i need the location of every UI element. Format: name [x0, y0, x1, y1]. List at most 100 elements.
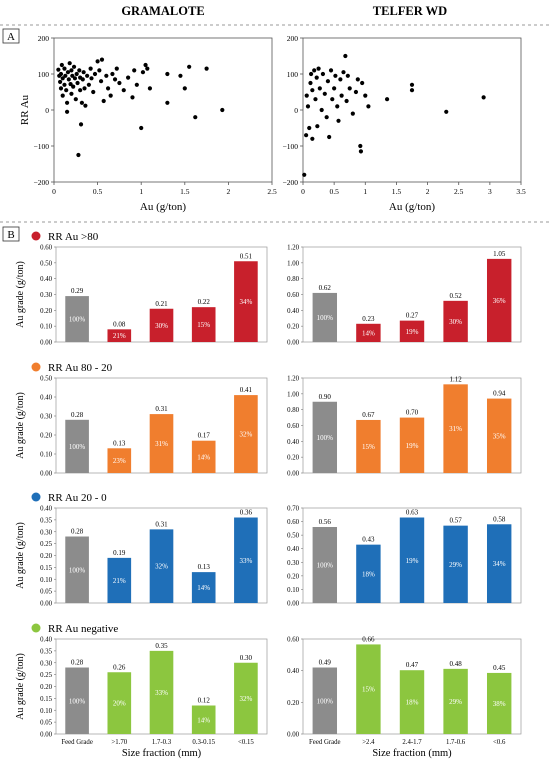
scatter-point: [105, 86, 111, 91]
bar: [399, 670, 425, 734]
bar-t-20-0-group: 0.00 0.10 0.20 0.30 0.40 0.50 0.60 0.70 0.56 100%…: [287, 506, 522, 608]
bar-percent-label: 100%: [317, 314, 334, 322]
bar-value-label: 0.51: [240, 252, 253, 260]
x-axis-label: Au (g/ton): [389, 201, 435, 213]
bar-percent-label: 23%: [113, 457, 126, 465]
x-tick-label: 2.5: [454, 187, 464, 196]
bar: [399, 320, 425, 342]
scatter-point: [104, 73, 109, 78]
scatter-point: [69, 91, 74, 96]
scatter-point: [366, 104, 371, 109]
scatter-point: [165, 71, 170, 77]
bar: [107, 329, 132, 342]
scatter-point: [332, 86, 337, 91]
scatter-point: [64, 109, 70, 114]
bar-percent-label: 30%: [155, 322, 168, 330]
y-tick-label: 0.10: [40, 324, 52, 331]
scatter-point: [78, 122, 84, 127]
bar-value-label: 0.58: [493, 515, 506, 523]
y-tick-label: 200: [38, 34, 50, 43]
scatter-point: [481, 95, 486, 100]
bar-value-label: 0.30: [240, 654, 253, 662]
bar: [312, 292, 338, 342]
bar-percent-label: 15%: [197, 321, 210, 329]
bar-value-label: 0.63: [406, 509, 419, 517]
scatter-point: [79, 100, 85, 105]
scatter-point: [343, 53, 348, 59]
scatter-point: [63, 73, 68, 78]
bar: [356, 419, 381, 473]
scatter-point: [358, 149, 364, 154]
scatter-point: [85, 73, 90, 78]
scatter-point: [112, 77, 118, 82]
scatter-point: [330, 97, 335, 102]
scatter-point: [64, 100, 70, 105]
scatter-point: [304, 133, 309, 138]
bar-percent-label: 15%: [362, 686, 375, 694]
x-tick-label: 1: [363, 187, 367, 196]
bar-percent-label: 14%: [197, 453, 210, 461]
legend-label: RR Au 20 - 0: [48, 492, 107, 504]
bar-value-label: 0.45: [493, 664, 506, 672]
scatter-point: [360, 80, 365, 86]
scatter-point: [78, 88, 83, 93]
legend-label: RR Au 80 - 20: [48, 362, 113, 374]
bar: [107, 672, 132, 734]
scatter-point: [353, 89, 359, 95]
y-tick-label: 0.40: [40, 395, 52, 402]
y-tick-label: 0.00: [287, 340, 299, 347]
bar-value-label: 0.36: [240, 509, 253, 517]
scatter-point: [97, 68, 102, 73]
scatter-point: [339, 93, 344, 98]
bar-value-label: 0.43: [362, 536, 375, 544]
bar-value-label: 0.67: [362, 411, 375, 419]
scatter-point: [350, 111, 355, 116]
y-axis-label: Au grade (g/ton): [15, 392, 26, 459]
bar-percent-label: 19%: [406, 442, 419, 450]
y-tick-label: 0.60: [287, 423, 299, 430]
scatter-point: [355, 77, 360, 82]
bar-percent-label: 34%: [493, 560, 506, 568]
legend-swatch: [31, 623, 41, 633]
col-title-telfer: TELFER WD: [373, 4, 447, 18]
bar-value-label: 0.90: [319, 393, 332, 401]
scatter-point: [73, 97, 78, 102]
x-tick-label: 1.5: [392, 187, 402, 196]
scatter-point: [89, 76, 94, 81]
scatter-point: [108, 93, 113, 98]
scatter-point: [101, 98, 106, 104]
scatter-point: [220, 107, 225, 113]
scatter-point: [69, 68, 74, 73]
bar-percent-label: 100%: [69, 443, 86, 451]
x-axis-label: Size fraction (mm): [122, 748, 202, 759]
x-tick-label: 0.3-0.15: [192, 739, 215, 746]
x-tick-label: 1.5: [180, 187, 190, 196]
bar-value-label: 0.27: [406, 312, 419, 320]
bar: [65, 667, 89, 734]
scatter-point: [130, 95, 135, 100]
y-tick-label: 0.40: [287, 308, 299, 315]
scatter-point: [310, 88, 315, 93]
bar-percent-label: 18%: [362, 570, 375, 578]
scatter-point: [308, 80, 313, 86]
panel-a-box: [2, 28, 20, 44]
bar-value-label: 0.35: [155, 642, 168, 650]
scatter-point: [60, 76, 65, 81]
scatter-point: [71, 64, 77, 69]
bar-t-neg-group: 0.00 0.20 0.40 0.60 0.49 100% Feed Grade 0.66 15…: [287, 635, 522, 759]
y-tick-label: 0.25: [40, 541, 52, 548]
bar-percent-label: 29%: [449, 698, 462, 706]
scatter-point: [145, 66, 150, 71]
scatter-point: [98, 79, 104, 84]
bar: [191, 440, 216, 473]
scatter-point: [182, 86, 187, 91]
x-tick-label: 0.5: [93, 187, 103, 196]
y-tick-label: 0.70: [287, 506, 299, 513]
bar-percent-label: 33%: [239, 557, 252, 565]
bar: [149, 650, 174, 734]
bar-value-label: 0.66: [362, 635, 375, 643]
y-tick-label: 0.00: [40, 340, 52, 347]
bar-value-label: 1.12: [449, 375, 462, 383]
bar-value-label: 0.57: [449, 517, 462, 525]
